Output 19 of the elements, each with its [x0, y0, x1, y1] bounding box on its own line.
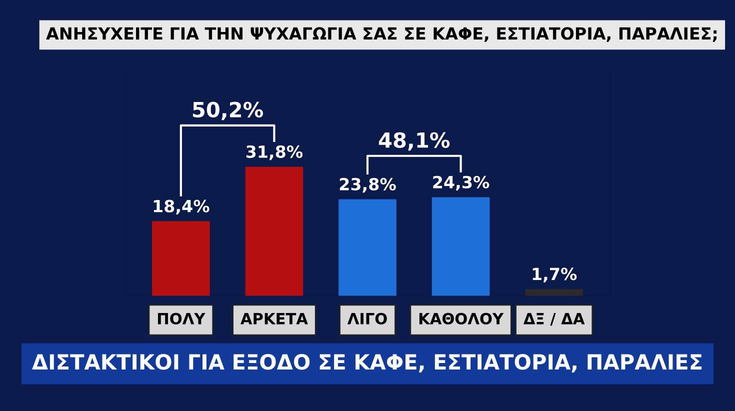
bar: [432, 197, 490, 296]
data-label: 1,7%: [532, 268, 577, 282]
data-label: 23,8%: [340, 178, 396, 193]
bar: [152, 221, 210, 296]
text: 48,1%: [378, 132, 450, 151]
bar: [245, 166, 304, 296]
x-tick-label: ΚΑΘΟΛΟΥ: [419, 312, 504, 324]
bar: [525, 289, 583, 296]
chart-title: ΑΝΗΣΥΧΕΙΤΕ ΓΙΑ ΤΗΝ ΨΥΧΑΓΩΓΙΑ ΣΑΣ ΣΕ ΚΑΦΕ, ΕΣΤΙΑΤΟΡΙΑ, ΠΑΡΑΛΙΕΣ;: [46, 27, 717, 42]
data-label: 24,3%: [433, 176, 490, 191]
data-label: 18,4%: [154, 200, 210, 215]
x-tick-label: ΠΟΛΥ: [158, 312, 206, 324]
bar: [338, 199, 396, 296]
text: 50,2%: [193, 102, 264, 120]
x-tick-label: ΛΙΓΟ: [347, 312, 387, 324]
x-tick-label: ΔΞ / ΔΑ: [523, 313, 585, 326]
x-tick-label: ΑΡΚΕΤΑ: [240, 313, 308, 324]
text: ΔΙΣΤΑΚΤΙΚΟΙ ΓΙΑ ΕΞΟΔΟ ΣΕ ΚΑΦΕ, ΕΣΤΙΑΤΟΡΙΑ, ΠΑΡΑΛΙΕΣ: [32, 354, 702, 372]
data-label: 31,8%: [246, 145, 303, 160]
